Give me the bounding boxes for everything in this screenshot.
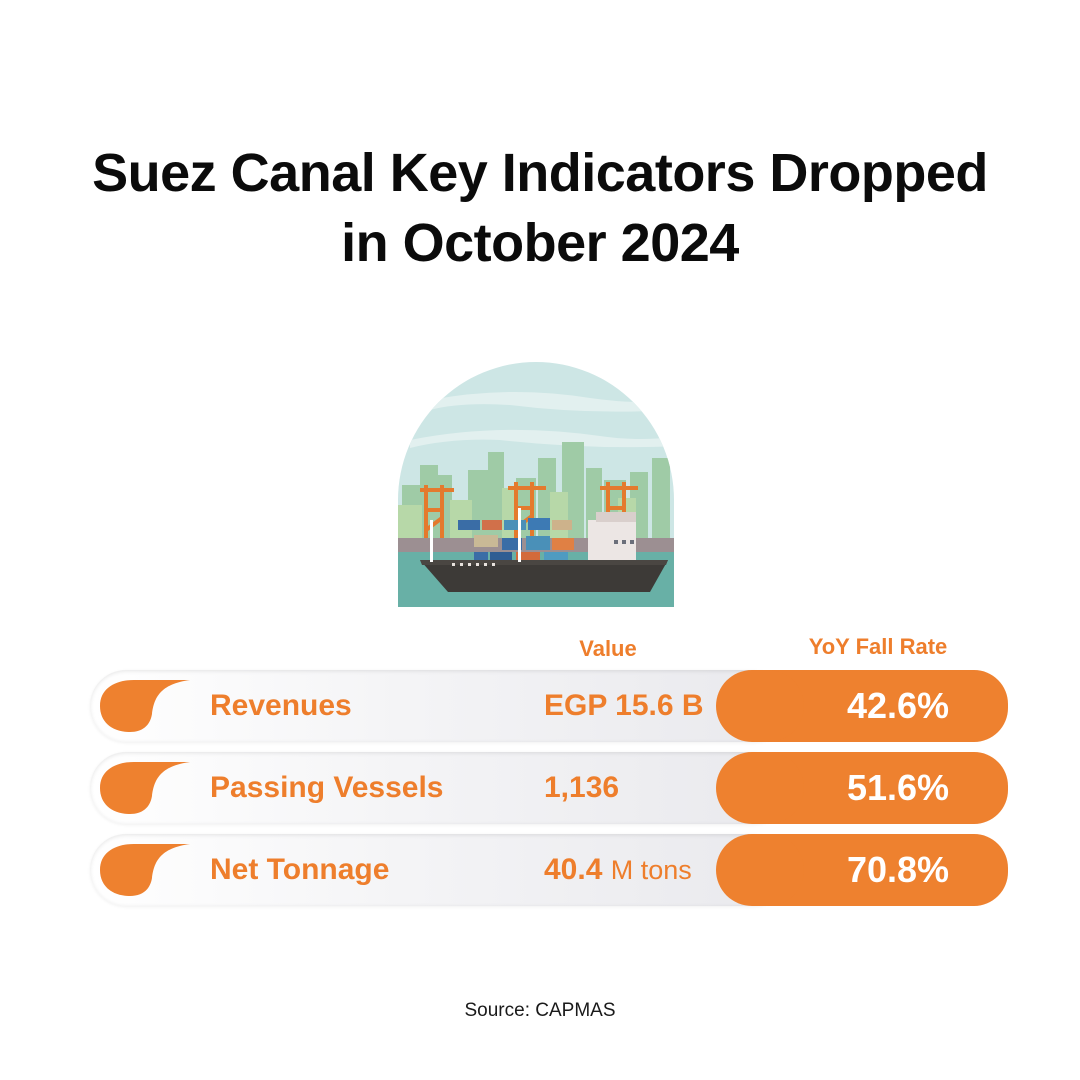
row-rate: 42.6% <box>846 685 950 726</box>
rate-pill <box>716 670 1008 742</box>
source-note: Source: CAPMAS <box>464 1000 616 1021</box>
row-label: Passing Vessels <box>210 771 444 804</box>
rate-pill <box>716 752 1008 824</box>
title-line-2: in October 2024 <box>341 213 739 273</box>
value-unit: M tons <box>610 855 692 885</box>
value-number: EGP 15.6 B <box>544 689 704 722</box>
row-swoosh-icon <box>100 844 190 896</box>
row-background <box>90 670 790 742</box>
value-number: 40.4 <box>544 853 603 886</box>
row-value: 1,136 <box>544 752 619 824</box>
cargo-ship-port-icon <box>398 362 674 607</box>
row-background <box>90 834 790 906</box>
rate-pill <box>716 834 1008 906</box>
indicator-row-net-tonnage: Net Tonnage 40.4 M tons 70.8% <box>90 834 1008 906</box>
column-header-yoy-fall-rate: YoY Fall Rate <box>808 634 948 659</box>
row-label: Revenues <box>210 689 352 722</box>
row-rate: 70.8% <box>846 849 950 890</box>
row-label: Net Tonnage <box>210 853 390 886</box>
indicator-row-revenues: Revenues EGP 15.6 B 42.6% <box>90 670 1008 742</box>
row-value: EGP 15.6 B <box>544 670 704 742</box>
value-number: 1,136 <box>544 771 620 804</box>
row-swoosh-icon <box>100 680 190 732</box>
row-rate: 51.6% <box>846 767 950 808</box>
row-background <box>90 752 790 824</box>
title-line-1: Suez Canal Key Indicators Dropped <box>92 143 988 203</box>
column-header-value: Value <box>579 636 637 661</box>
page-title: Suez Canal Key Indicators Dropped in Oct… <box>40 138 1040 278</box>
row-value: 40.4 M tons <box>544 834 692 906</box>
row-swoosh-icon <box>100 762 190 814</box>
indicator-row-passing-vessels: Passing Vessels 1,136 51.6% <box>90 752 1008 824</box>
